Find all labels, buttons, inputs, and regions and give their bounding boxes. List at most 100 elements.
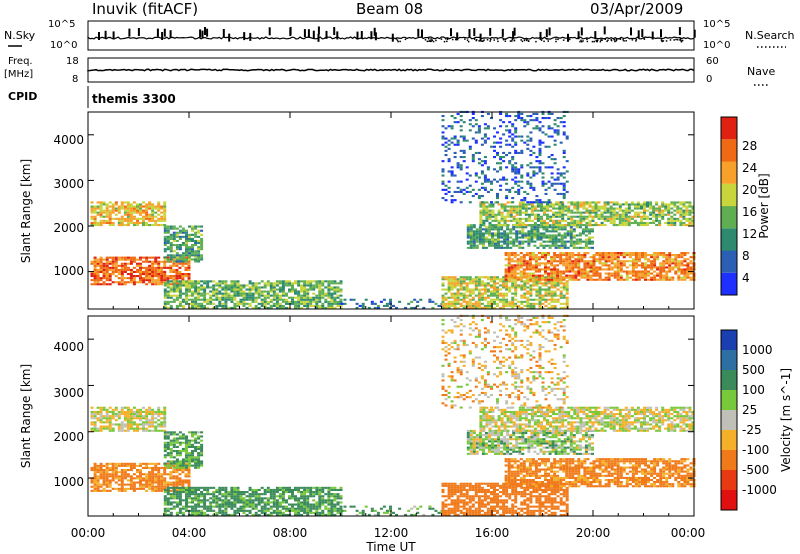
power-cell-2547 (570, 209, 574, 212)
power-cell-1806 (541, 296, 545, 299)
power-cell-3324 (616, 260, 620, 263)
power-cell-1524 (468, 304, 472, 307)
velocity-cell-341 (187, 481, 191, 484)
power-cell-1447 (450, 300, 454, 303)
power-cell-1103 (266, 280, 270, 283)
power-cell-198 (148, 279, 152, 282)
power-cell-3070 (547, 260, 550, 263)
power-cell-3170 (574, 264, 578, 267)
power-cell-20 (93, 256, 97, 259)
power-cell-2546 (570, 211, 574, 214)
power-cell-3493 (665, 262, 669, 265)
power-cell-785 (175, 288, 179, 291)
velocity-cell-244 (157, 466, 161, 469)
power-cell-2650 (603, 201, 607, 204)
power-cell-1153 (281, 292, 285, 295)
power-cell-2293 (482, 219, 486, 222)
velocity-cell-593 (166, 441, 170, 444)
power-cell-1336 (333, 296, 337, 299)
power-cell-2796 (655, 219, 659, 222)
power-cell-2302 (485, 217, 489, 220)
power-cell-892 (206, 300, 210, 303)
velocity-cell-384 (99, 408, 103, 411)
power-cell-2185 (557, 234, 561, 237)
power-cell-1702 (511, 278, 515, 281)
power-cell-2191 (560, 244, 564, 247)
power-cell-3325 (616, 258, 620, 261)
power-cell-1059 (254, 292, 258, 295)
power-cell-2150 (545, 226, 549, 229)
power-cell-1774 (532, 282, 536, 285)
power-cell-3420 (644, 258, 647, 261)
velocity-cell-179 (142, 485, 145, 488)
power-cell-2698 (621, 224, 625, 227)
power-cell-3514 (671, 262, 675, 265)
power-cell-232 (154, 256, 158, 259)
power-cell-138 (129, 281, 133, 284)
power-cell-619 (172, 233, 176, 236)
power-cell-3967 (538, 162, 542, 165)
power-cell-1091 (263, 286, 267, 289)
power-cell-1192 (294, 292, 297, 295)
power-cell-3881 (517, 170, 521, 173)
power-cell-3378 (634, 276, 638, 279)
power-cell-346 (187, 262, 191, 265)
power-cell-3702 (471, 188, 475, 191)
power-cell-995 (236, 304, 240, 307)
velocity-cell-516 (145, 413, 149, 416)
power-cell-3102 (556, 264, 560, 267)
velocity-cell-597 (166, 431, 170, 434)
power-cell-1933 (472, 236, 476, 239)
power-cell-1593 (483, 284, 487, 287)
power-cell-2278 (591, 228, 594, 231)
power-cell-1585 (483, 306, 487, 309)
power-cell-1851 (553, 306, 557, 309)
power-cell-28 (96, 268, 100, 271)
power-cell-1666 (502, 282, 506, 285)
power-cell-517 (145, 205, 149, 208)
power-cell-3963 (538, 199, 542, 202)
power-cell-1201 (297, 298, 301, 301)
power-cell-616 (172, 239, 176, 242)
power-cell-2019 (500, 234, 504, 237)
power-cell-2870 (679, 203, 683, 206)
power-cell-1759 (529, 298, 533, 301)
power-cell-110 (120, 277, 124, 280)
power-cell-2702 (621, 215, 625, 218)
power-cell-2216 (569, 242, 573, 245)
power-cell-3533 (677, 264, 681, 267)
noise-sky-spike-48 (641, 29, 644, 37)
power-cell-4014 (550, 182, 554, 185)
power-cell-1826 (547, 302, 551, 305)
power-cell-3733 (480, 201, 484, 204)
velocity-cell-605 (169, 447, 173, 450)
power-cell-1040 (248, 288, 252, 291)
power-cell-2104 (530, 234, 534, 237)
power-cell-2407 (521, 203, 525, 206)
velocity-cell-444 (123, 425, 127, 428)
power-cell-3996 (544, 166, 548, 169)
power-cell-2419 (527, 219, 531, 222)
power-cell-109 (120, 279, 124, 282)
power-cell-827 (188, 286, 191, 289)
velocity-cell-233 (157, 489, 161, 492)
power-cell-1431 (444, 276, 448, 279)
power-cell-1556 (474, 280, 478, 283)
power-cell-2212 (566, 232, 570, 235)
power-cell-3275 (604, 264, 608, 267)
power-cell-3828 (505, 112, 509, 115)
power-cell-219 (151, 260, 155, 263)
noise-search-dot-101 (596, 40, 598, 43)
power-cell-1990 (491, 232, 494, 235)
power-cell-3013 (531, 276, 535, 279)
power-cell-547 (157, 217, 161, 220)
power-cell-546 (157, 219, 161, 222)
power-cell-3525 (674, 256, 678, 259)
velocity-cell-616 (172, 445, 176, 448)
velocity-cell-352 (90, 423, 94, 426)
power-cell-1469 (453, 280, 457, 283)
power-cell-1098 (266, 294, 270, 297)
noise-search-dot-119 (615, 38, 618, 41)
noise-sky-spike-2 (539, 31, 542, 40)
power-cell-4059 (562, 182, 566, 185)
